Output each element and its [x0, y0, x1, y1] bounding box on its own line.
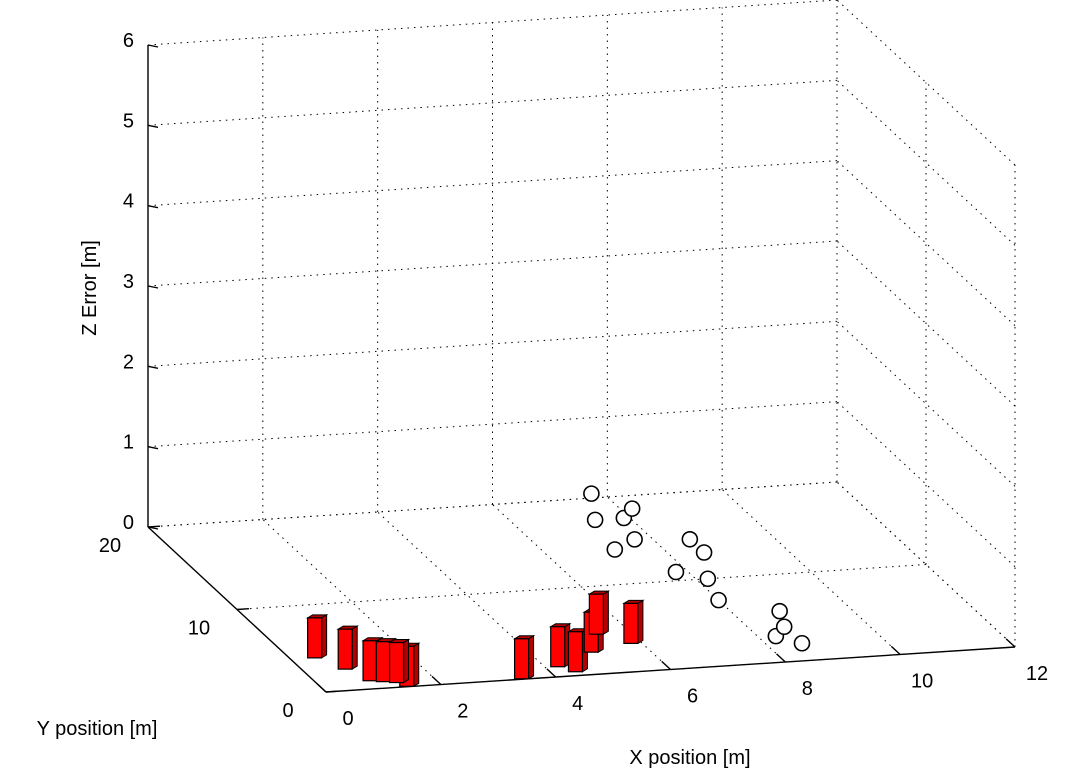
grid-lines: [147, 0, 1016, 693]
x-tick-label: 0: [342, 708, 353, 730]
bar-marker: [622, 599, 645, 645]
back-wall-grid-line: [147, 481, 838, 528]
floor-grid-line: [721, 489, 901, 655]
bar-side: [413, 642, 420, 688]
bar-front: [337, 628, 353, 670]
x-tick-mark: [776, 653, 786, 663]
x-tick-mark: [431, 675, 442, 686]
x-tick-label: 8: [802, 678, 813, 700]
bar-front: [567, 631, 584, 673]
back-wall-grid-line: [147, 160, 838, 207]
x-tick-label: 6: [687, 686, 698, 708]
bar-side: [637, 599, 644, 645]
z-tick-label: 5: [123, 110, 134, 132]
scatter-point: [775, 618, 793, 636]
axes: [147, 45, 1016, 693]
y-tick-label: 10: [188, 618, 210, 640]
z-tick-mark: [147, 526, 159, 530]
bar-marker: [548, 622, 572, 668]
z-tick-label: 0: [123, 512, 134, 534]
bar-side: [403, 638, 410, 684]
data-marks: [305, 485, 811, 688]
scatter-point: [681, 530, 699, 548]
bar-front: [375, 641, 391, 683]
x-tick-label: 4: [572, 693, 583, 715]
y-tick-label: 20: [99, 535, 121, 557]
y-axis-label: Y position [m]: [37, 718, 158, 740]
x-tick-mark: [1005, 638, 1016, 648]
z-tick-mark: [147, 124, 159, 129]
bar-front: [362, 640, 378, 682]
z-tick-mark: [147, 285, 159, 289]
side-wall-grid-line: [836, 240, 1016, 407]
x-tick-label: 10: [911, 671, 933, 693]
y-tick-mark: [236, 608, 250, 611]
back-wall-grid-line: [147, 79, 838, 126]
scatter-point: [583, 485, 600, 502]
y-tick-mark: [325, 690, 339, 693]
x-tick-mark: [661, 660, 671, 671]
scatter-point: [623, 500, 641, 517]
scatter-point: [699, 570, 717, 588]
scatter-point: [695, 544, 713, 561]
bar-front: [388, 641, 405, 684]
back-wall-grid-line: [147, 401, 838, 448]
bar-marker: [387, 638, 411, 684]
bar-front: [588, 593, 604, 635]
bar-marker: [512, 634, 536, 680]
z-tick-label: 4: [123, 191, 134, 213]
x-axis-label: X position [m]: [629, 747, 750, 769]
z-tick-mark: [147, 365, 159, 370]
side-wall-grid-line: [836, 0, 1016, 166]
x-tick-label: 2: [457, 701, 468, 723]
bar-side: [321, 613, 328, 659]
bar-side: [351, 625, 358, 671]
z-tick-mark: [147, 204, 159, 209]
scatter-point: [667, 563, 685, 581]
bar-front: [307, 617, 323, 659]
x-tick-label: 12: [1026, 663, 1048, 685]
z-tick-label: 1: [123, 432, 134, 454]
scatter-point: [710, 591, 727, 609]
scatter-point: [606, 541, 624, 558]
scatter-point: [586, 511, 604, 529]
z-axis-label: Z Error [m]: [79, 240, 101, 336]
bar-marker: [336, 625, 360, 671]
z-tick-mark: [147, 445, 159, 450]
y-tick-label: 0: [282, 700, 293, 722]
floor-grid-line: [606, 496, 786, 663]
side-wall-grid-line: [836, 79, 1016, 246]
x-tick-mark: [890, 645, 901, 656]
bar-side: [528, 634, 535, 680]
side-wall-grid-line: [836, 481, 1016, 648]
scatter-point: [626, 531, 643, 548]
z-tick-label: 6: [123, 30, 134, 52]
bar-side: [602, 590, 609, 636]
bar-front: [550, 626, 566, 668]
z-tick-mark: [147, 44, 159, 48]
side-wall-grid-line: [836, 401, 1016, 568]
bar-front: [513, 638, 530, 680]
scatter-point: [793, 634, 811, 652]
bar-marker: [587, 590, 611, 636]
side-wall-grid-line: [836, 320, 1016, 487]
back-wall-grid-line: [147, 320, 838, 367]
bar-marker: [305, 613, 329, 659]
z-tick-label: 2: [123, 351, 134, 373]
bar-front: [623, 602, 639, 645]
scatter-point: [771, 602, 788, 620]
back-wall-grid-line: [147, 0, 838, 46]
side-wall-grid-line: [836, 160, 1016, 327]
x-tick-mark: [546, 668, 557, 678]
x-tick-mark: [316, 683, 327, 693]
z-tick-label: 3: [123, 271, 134, 293]
floor-grid-line: [236, 564, 927, 610]
back-wall-grid-line: [147, 240, 838, 287]
